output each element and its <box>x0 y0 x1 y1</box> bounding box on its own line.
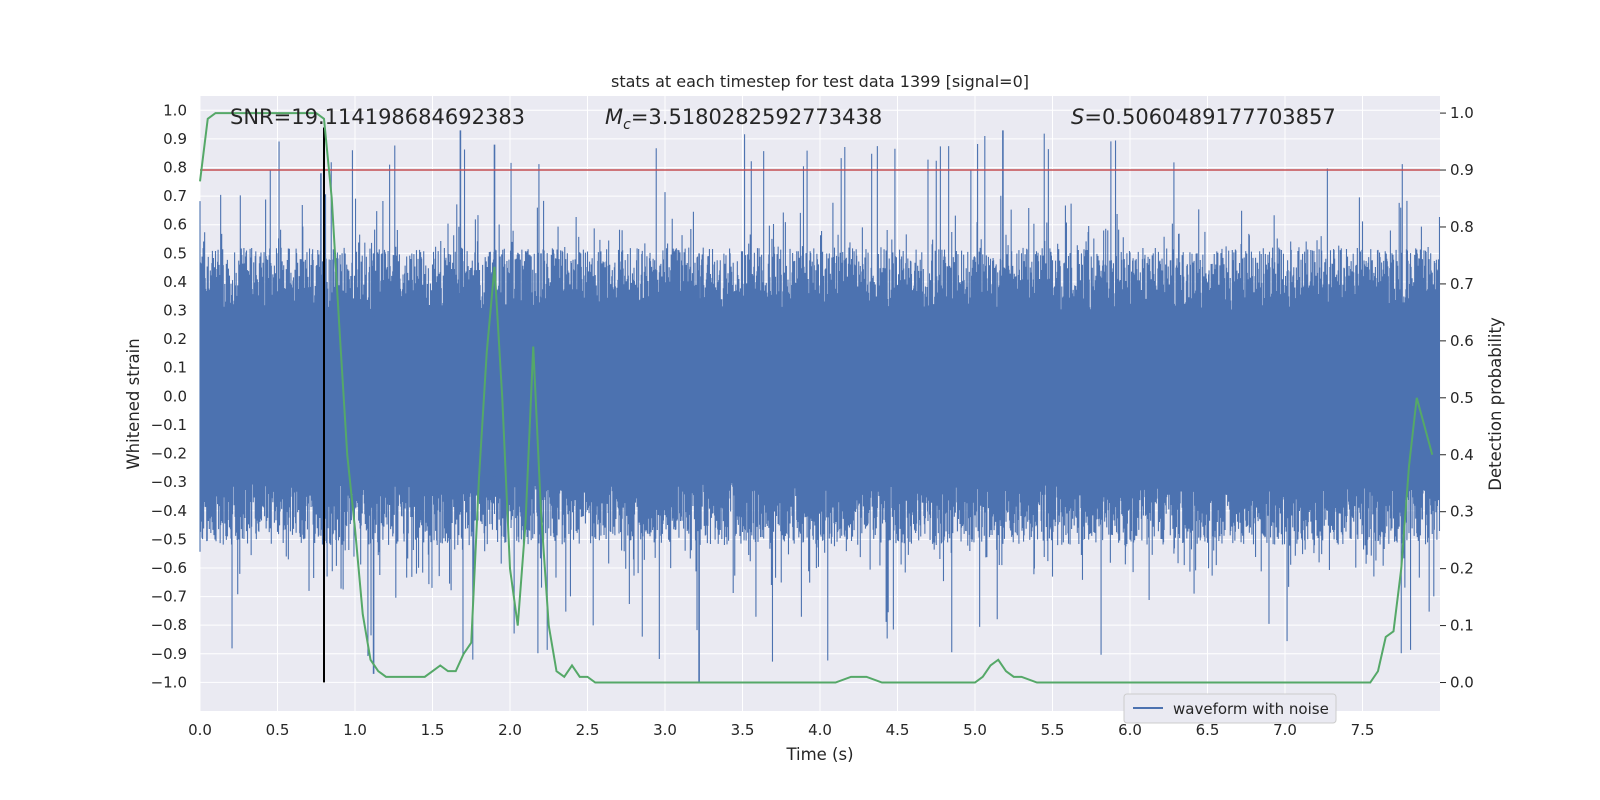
x-axis-label: Time (s) <box>785 745 853 764</box>
x-tick-label: 3.0 <box>653 721 677 739</box>
x-tick-label: 1.5 <box>421 721 445 739</box>
x-tick-label: 6.5 <box>1196 721 1220 739</box>
y-right-tick-label: 1.0 <box>1450 104 1474 122</box>
waveform-series <box>199 130 1441 683</box>
s-symbol: S <box>1071 105 1084 129</box>
y-left-tick-label: 0.8 <box>163 159 187 177</box>
chirp-mass-annotation: Mc=3.5180282592773438 <box>605 105 882 133</box>
chirp-mass-subscript: c <box>623 117 631 133</box>
y-left-tick-label: 0.7 <box>163 187 187 205</box>
x-tick-label: 0.5 <box>266 721 290 739</box>
y-right-tick-label: 0.8 <box>1450 218 1474 236</box>
x-tick-label: 3.5 <box>731 721 755 739</box>
y-left-tick-label: −0.4 <box>151 502 187 520</box>
legend-label: waveform with noise <box>1173 700 1329 718</box>
s-annotation: S=0.5060489177703857 <box>1071 105 1336 129</box>
y-left-axis-ticks: 1.0 0.9 0.8 0.7 0.6 0.5 0.4 0.3 0.2 0.1 0.0 −0.1 −0.… <box>151 101 187 691</box>
y-left-tick-label: −0.9 <box>151 645 187 663</box>
probability-series-line <box>199 112 1434 684</box>
x-tick-label: 5.0 <box>963 721 987 739</box>
y-right-tick-label: 0.7 <box>1450 275 1474 293</box>
y-left-tick-label: −0.5 <box>151 530 187 548</box>
y-right-tick-label: 0.3 <box>1450 503 1474 521</box>
x-tick-label: 7.0 <box>1273 721 1297 739</box>
y-right-tick-label: 0.5 <box>1450 389 1474 407</box>
s-value: =0.5060489177703857 <box>1084 105 1335 129</box>
y-right-tick-label: 0.6 <box>1450 332 1474 350</box>
x-tick-label: 4.0 <box>808 721 832 739</box>
y-right-axis-ticks: 1.0 0.9 0.8 0.7 0.6 0.5 0.4 0.3 0.2 0.1 0.0 <box>1440 104 1474 692</box>
y-right-axis-label: Detection probability <box>1486 317 1505 491</box>
y-left-tick-label: −0.3 <box>151 473 187 491</box>
y-left-tick-label: 0.4 <box>163 273 187 291</box>
waveform-core <box>200 316 1440 477</box>
y-left-tick-label: −0.2 <box>151 445 187 463</box>
snr-annotation: SNR=19.114198684692383 <box>230 105 525 129</box>
x-tick-label: 6.0 <box>1118 721 1142 739</box>
x-tick-label: 1.0 <box>343 721 367 739</box>
y-left-tick-label: 0.9 <box>163 130 187 148</box>
y-left-tick-label: 0.6 <box>163 216 187 234</box>
y-left-tick-label: −0.7 <box>151 588 187 606</box>
y-right-tick-label: 0.0 <box>1450 674 1474 692</box>
y-right-tick-label: 0.1 <box>1450 617 1474 635</box>
x-tick-label: 7.5 <box>1351 721 1375 739</box>
y-left-tick-label: −1.0 <box>151 673 187 691</box>
y-left-tick-label: 0.1 <box>163 359 187 377</box>
y-left-tick-label: −0.6 <box>151 559 187 577</box>
y-left-tick-label: −0.8 <box>151 616 187 634</box>
chirp-mass-value: =3.5180282592773438 <box>631 105 882 129</box>
y-left-tick-label: −0.1 <box>151 416 187 434</box>
x-axis-ticks: 0.0 0.5 1.0 1.5 2.0 2.5 3.0 3.5 4.0 4.5 5.0 5.5 6.0 6… <box>188 721 1374 739</box>
legend-box <box>1123 693 1337 724</box>
chirp-mass-symbol: M <box>605 105 623 129</box>
x-tick-label: 0.0 <box>188 721 212 739</box>
y-left-tick-label: 0.3 <box>163 302 187 320</box>
legend: waveform with noise <box>1123 693 1337 724</box>
y-left-tick-label: 0.5 <box>163 244 187 262</box>
y-left-tick-label: 1.0 <box>163 101 187 119</box>
x-tick-label: 2.5 <box>576 721 600 739</box>
x-tick-label: 4.5 <box>886 721 910 739</box>
chart-title: stats at each timestep for test data 139… <box>611 72 1029 91</box>
y-right-tick-label: 0.4 <box>1450 446 1474 464</box>
x-tick-label: 2.0 <box>498 721 522 739</box>
y-left-tick-label: 0.0 <box>163 387 187 405</box>
y-left-tick-label: 0.2 <box>163 330 187 348</box>
y-left-axis-label: Whitened strain <box>124 338 143 469</box>
y-right-tick-label: 0.2 <box>1450 560 1474 578</box>
y-right-tick-label: 0.9 <box>1450 161 1474 179</box>
x-tick-label: 5.5 <box>1041 721 1065 739</box>
